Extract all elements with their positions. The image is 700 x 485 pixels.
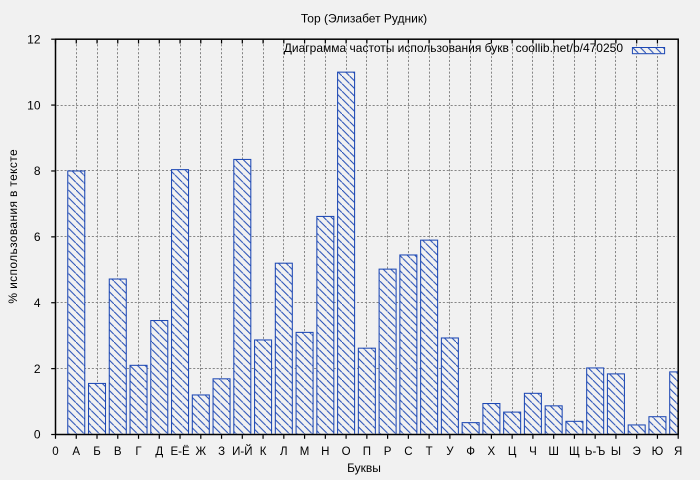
svg-text:Р: Р	[384, 446, 392, 458]
svg-text:% использования в тексте: % использования в тексте	[6, 149, 20, 304]
svg-text:Г: Г	[135, 446, 142, 458]
svg-text:4: 4	[34, 296, 41, 310]
svg-text:10: 10	[27, 98, 41, 112]
svg-text:Ы: Ы	[611, 446, 621, 458]
svg-text:Ш: Ш	[548, 446, 559, 458]
svg-text:С: С	[404, 446, 412, 458]
svg-text:6: 6	[34, 230, 41, 244]
svg-text:Ф: Ф	[466, 446, 475, 458]
svg-text:Ч: Ч	[529, 446, 537, 458]
svg-text:12: 12	[27, 32, 41, 46]
svg-text:Л: Л	[280, 446, 288, 458]
svg-text:А: А	[72, 446, 80, 458]
svg-text:8: 8	[34, 164, 41, 178]
svg-text:Х: Х	[488, 446, 496, 458]
svg-text:П: П	[363, 446, 371, 458]
svg-text:Ь-Ъ: Ь-Ъ	[585, 446, 605, 458]
svg-text:О: О	[342, 446, 351, 458]
svg-text:Т: Т	[426, 446, 433, 458]
svg-text:В: В	[114, 446, 122, 458]
svg-text:З: З	[218, 446, 225, 458]
svg-text:Щ: Щ	[569, 446, 580, 458]
svg-text:Е-Ё: Е-Ё	[170, 446, 190, 458]
svg-text:0: 0	[34, 428, 41, 442]
svg-text:Н: Н	[321, 446, 329, 458]
svg-text:И-Й: И-Й	[232, 445, 252, 458]
svg-text:Б: Б	[93, 446, 101, 458]
svg-text:Диаграмма частоты использовани: Диаграмма частоты использования букв coo…	[284, 41, 624, 55]
svg-text:Буквы: Буквы	[347, 461, 381, 475]
svg-text:Тор (Элизабет Рудник): Тор (Элизабет Рудник)	[301, 12, 427, 26]
svg-text:Ю: Ю	[652, 446, 664, 458]
svg-text:2: 2	[34, 362, 41, 376]
svg-text:Ж: Ж	[195, 446, 206, 458]
svg-text:Э: Э	[633, 446, 641, 458]
svg-text:Ц: Ц	[508, 446, 517, 458]
svg-text:0: 0	[52, 446, 58, 458]
svg-text:У: У	[446, 446, 454, 458]
svg-text:Я: Я	[674, 446, 682, 458]
svg-text:К: К	[260, 446, 267, 458]
svg-text:Д: Д	[155, 446, 163, 458]
svg-text:М: М	[300, 446, 310, 458]
